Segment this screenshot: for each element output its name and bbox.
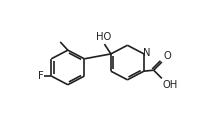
Text: F: F [38,71,44,81]
Text: O: O [164,51,171,61]
Text: HO: HO [96,32,111,42]
Text: OH: OH [163,80,178,90]
Text: N: N [143,48,150,58]
